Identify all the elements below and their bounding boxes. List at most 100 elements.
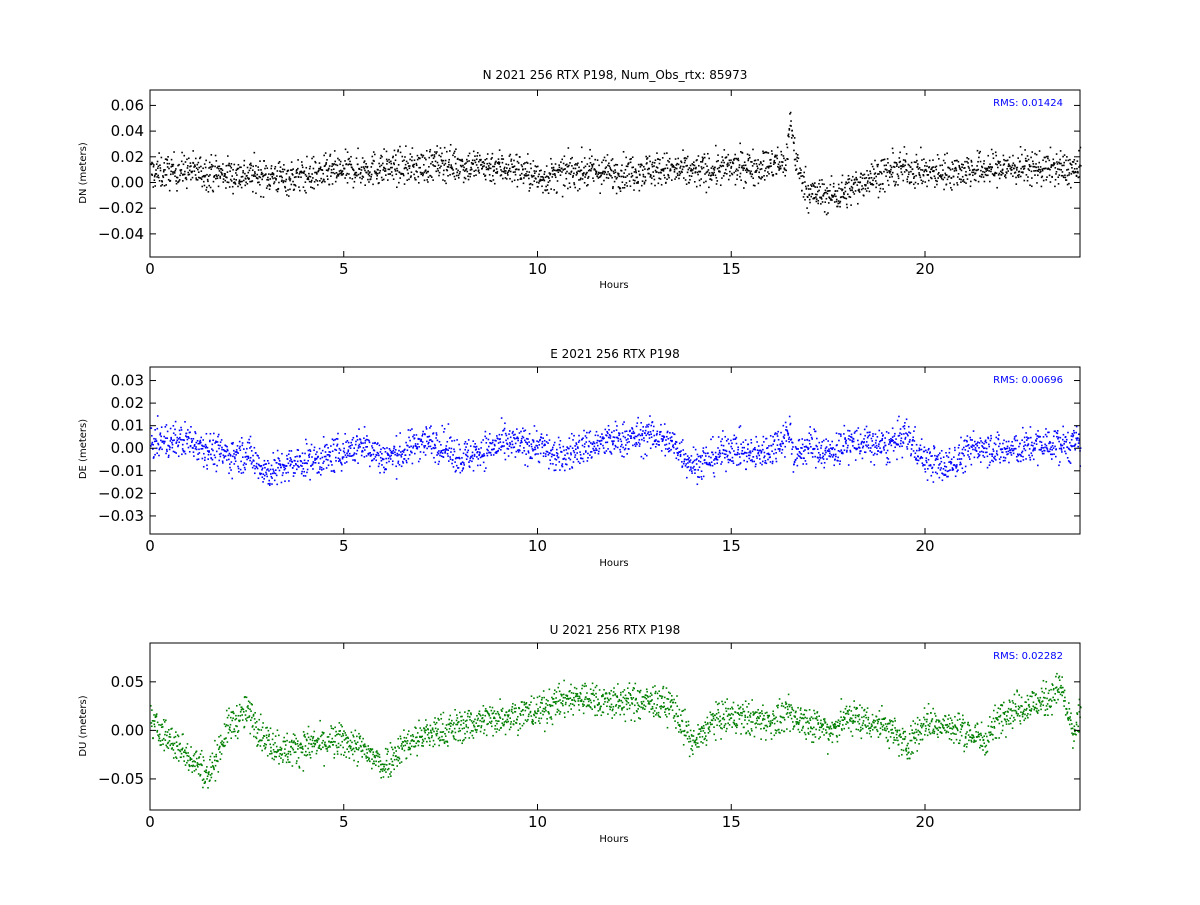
north-panel-point	[972, 174, 974, 176]
east-panel-point	[667, 438, 669, 440]
north-panel-point	[391, 167, 393, 169]
north-panel-point	[397, 170, 399, 172]
north-panel-point	[290, 178, 292, 180]
north-panel-point	[888, 184, 890, 186]
north-panel-point	[550, 173, 552, 175]
east-panel-point	[568, 457, 570, 459]
north-panel-point	[366, 172, 368, 174]
east-panel-point	[899, 435, 901, 437]
east-panel-point	[959, 452, 961, 454]
east-panel-point	[722, 430, 724, 432]
east-panel-point	[417, 448, 419, 450]
east-panel-point	[673, 447, 675, 449]
north-panel-point	[424, 180, 426, 182]
north-panel-point	[172, 165, 174, 167]
east-panel-point	[620, 446, 622, 448]
north-panel-point	[219, 176, 221, 178]
north-panel-point	[585, 166, 587, 168]
east-panel-point	[398, 461, 400, 463]
north-panel-point	[730, 159, 732, 161]
east-panel-point	[833, 455, 835, 457]
east-panel-point	[933, 464, 935, 466]
east-panel-point	[755, 436, 757, 438]
east-panel-point	[840, 435, 842, 437]
north-panel-point	[325, 164, 327, 166]
east-panel-point	[784, 446, 786, 448]
east-panel-rms-annotation: RMS: 0.00696	[993, 375, 1063, 386]
north-panel-point	[1020, 168, 1022, 170]
east-panel-point	[478, 448, 480, 450]
north-panel-point	[913, 177, 915, 179]
north-panel-point	[502, 158, 504, 160]
north-panel-point	[833, 195, 835, 197]
east-panel-point	[313, 449, 315, 451]
north-panel-point	[739, 143, 741, 145]
east-panel-point	[594, 452, 596, 454]
east-panel-point	[288, 453, 290, 455]
east-panel-point	[801, 453, 803, 455]
east-panel-point	[557, 453, 559, 455]
north-panel-point	[550, 158, 552, 160]
east-panel-point	[422, 433, 424, 435]
east-panel-point	[867, 432, 869, 434]
north-panel-point	[1047, 158, 1049, 160]
east-panel-point	[277, 450, 279, 452]
east-panel-point	[912, 436, 914, 438]
north-panel-point	[445, 160, 447, 162]
north-panel-point	[916, 154, 918, 156]
north-panel-point	[462, 160, 464, 162]
north-panel-point	[469, 176, 471, 178]
north-panel-point	[898, 166, 900, 168]
north-panel-point	[704, 173, 706, 175]
east-panel-point	[165, 426, 167, 428]
east-panel-point	[858, 444, 860, 446]
north-panel-point	[841, 182, 843, 184]
north-panel-point	[821, 198, 823, 200]
north-panel-point	[591, 168, 593, 170]
north-panel-point	[708, 174, 710, 176]
east-panel-point	[755, 463, 757, 465]
north-panel-point	[729, 160, 731, 162]
north-panel-point	[566, 171, 568, 173]
east-panel-point	[515, 443, 517, 445]
east-panel-point	[463, 467, 465, 469]
north-panel-point	[692, 169, 694, 171]
north-panel-point	[453, 172, 455, 174]
east-panel-point	[434, 461, 436, 463]
north-panel-point	[406, 179, 408, 181]
north-panel-point	[598, 165, 600, 167]
north-panel-point	[686, 183, 688, 185]
north-panel-point	[855, 177, 857, 179]
east-panel-point	[502, 446, 504, 448]
east-panel-point	[795, 459, 797, 461]
east-panel-point	[233, 463, 235, 465]
east-panel-point	[152, 442, 154, 444]
east-panel-point	[680, 454, 682, 456]
east-panel-point	[546, 434, 548, 436]
north-panel-point	[1039, 169, 1041, 171]
north-panel-point	[261, 179, 263, 181]
north-panel-point	[346, 173, 348, 175]
east-panel-point	[257, 468, 259, 470]
east-panel-point	[727, 459, 729, 461]
north-panel-point	[420, 172, 422, 174]
east-panel-point	[846, 451, 848, 453]
north-panel-point	[185, 161, 187, 163]
north-panel-point	[589, 165, 591, 167]
north-panel-point	[837, 206, 839, 208]
north-panel-point	[680, 166, 682, 168]
east-panel-point	[910, 453, 912, 455]
east-panel-point	[357, 450, 359, 452]
east-panel-point	[170, 437, 172, 439]
east-panel-point	[468, 439, 470, 441]
east-panel-point	[573, 450, 575, 452]
north-panel-point	[561, 171, 563, 173]
north-panel-point	[288, 170, 290, 172]
east-panel-point	[266, 473, 268, 475]
north-panel-point	[1066, 179, 1068, 181]
east-panel-point	[930, 465, 932, 467]
north-panel-point	[1019, 171, 1021, 173]
north-panel-point	[1056, 153, 1058, 155]
north-panel-point	[924, 181, 926, 183]
north-panel-point	[758, 172, 760, 174]
